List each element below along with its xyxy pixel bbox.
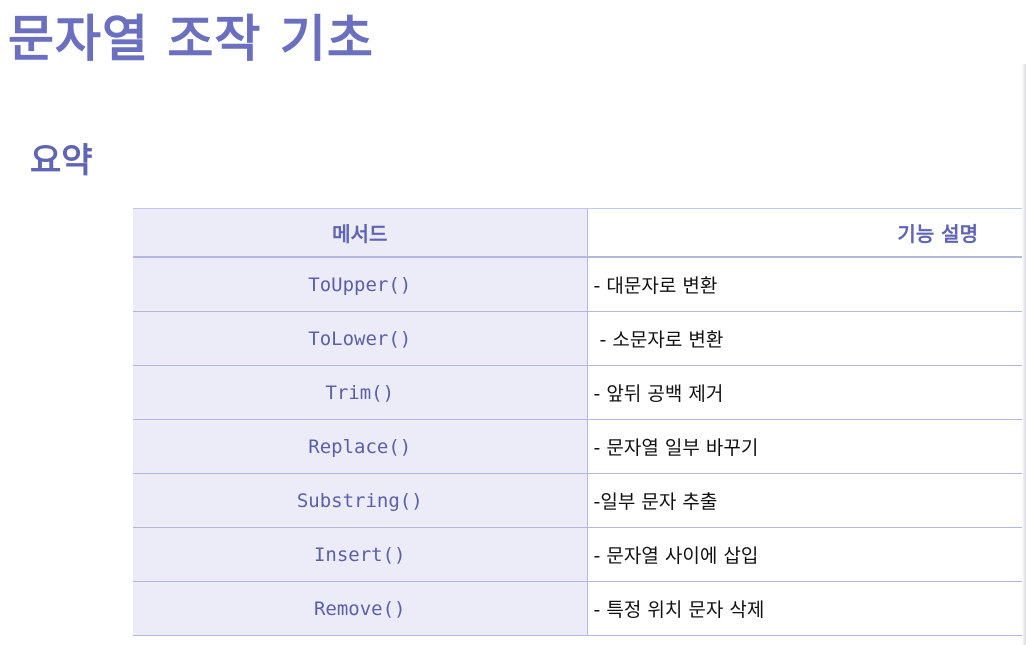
table-row: Insert() - 문자열 사이에 삽입 [133,527,1026,582]
slide-edge-shadow [1022,64,1026,645]
method-cell: Replace() [133,419,587,474]
method-cell: Remove() [133,581,587,636]
slide-title: 문자열 조작 기초 [8,10,374,68]
description-cell: -일부 문자 추출 [586,473,1026,528]
summary-table: 메서드 기능 설명 ToUpper() - 대문자로 변환 ToLower() … [133,208,1026,636]
table-row: Replace() - 문자열 일부 바꾸기 [133,419,1026,474]
table-header-row: 메서드 기능 설명 [133,208,1026,258]
table-row: Remove() - 특정 위치 문자 삭제 [133,581,1026,636]
table-row: ToLower() - 소문자로 변환 [133,311,1026,366]
description-cell: - 대문자로 변환 [586,257,1026,312]
description-cell: - 소문자로 변환 [586,311,1026,366]
method-cell: Insert() [133,527,587,582]
description-cell: - 특정 위치 문자 삭제 [586,581,1026,636]
method-column-header: 메서드 [133,208,587,258]
description-cell: - 문자열 일부 바꾸기 [586,419,1026,474]
table-row: Trim() - 앞뒤 공백 제거 [133,365,1026,420]
method-cell: ToUpper() [133,257,587,312]
method-cell: Substring() [133,473,587,528]
method-cell: ToLower() [133,311,587,366]
table-row: ToUpper() - 대문자로 변환 [133,257,1026,312]
method-cell: Trim() [133,365,587,420]
description-column-header: 기능 설명 [586,208,1026,258]
description-cell: - 앞뒤 공백 제거 [586,365,1026,420]
description-cell: - 문자열 사이에 삽입 [586,527,1026,582]
table-row: Substring() -일부 문자 추출 [133,473,1026,528]
section-title: 요약 [30,141,93,181]
